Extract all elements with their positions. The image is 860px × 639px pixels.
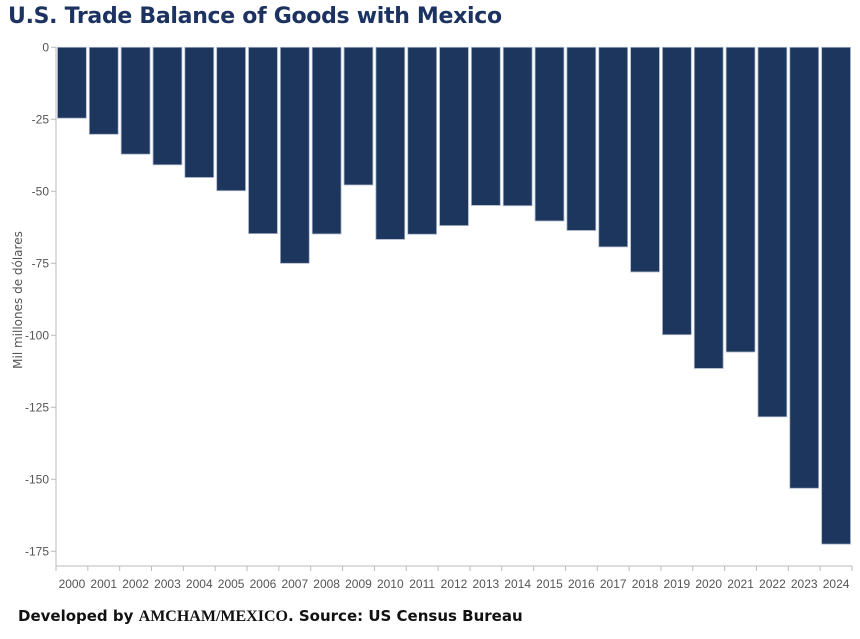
bar-2018 <box>630 46 660 273</box>
y-axis: 0 -25 -50 -75 -100 -125 -150 -175 <box>25 40 57 566</box>
x-axis: 2000 2001 2002 2003 2004 2005 2006 2007 2008 2009… <box>55 565 853 591</box>
x-tick-label: 2012 <box>441 577 468 591</box>
y-tick-label: -25 <box>32 112 50 126</box>
bar-2021 <box>725 46 756 353</box>
bar-2013 <box>471 46 501 206</box>
y-tick-label: -175 <box>25 544 49 558</box>
bar-2002 <box>120 46 151 155</box>
bar-2020 <box>693 46 724 369</box>
bars <box>57 46 851 545</box>
x-tick-label: 2009 <box>345 577 372 591</box>
x-tick-label: 2005 <box>218 577 245 591</box>
bar-2014 <box>502 46 533 207</box>
x-tick-label: 2018 <box>632 577 659 591</box>
x-tick-label: 2019 <box>664 577 691 591</box>
y-tick-label: -125 <box>25 400 49 414</box>
footer-brand: AMCHAM/MEXICO <box>138 608 288 625</box>
chart-title: U.S. Trade Balance of Goods with Mexico <box>8 4 502 29</box>
y-tick-label: -50 <box>32 184 50 198</box>
x-tick-label: 2023 <box>791 577 818 591</box>
x-tick-label: 2024 <box>823 577 850 591</box>
bar-2005 <box>216 46 246 192</box>
x-tick-label: 2008 <box>313 577 340 591</box>
bar-2009 <box>343 46 374 186</box>
x-tick-label: 2007 <box>281 577 308 591</box>
y-tick-label: -75 <box>32 256 50 270</box>
x-tick-label: 2011 <box>409 577 435 591</box>
x-tick-label: 2002 <box>122 577 149 591</box>
x-tick-label: 2016 <box>568 577 595 591</box>
bar-2019 <box>662 46 692 336</box>
x-tick-label: 2020 <box>695 577 722 591</box>
x-tick-label: 2021 <box>727 577 754 591</box>
x-tick-label: 2017 <box>600 577 627 591</box>
x-tick-label: 2010 <box>377 577 404 591</box>
x-tick-label: 2014 <box>504 577 531 591</box>
bar-2007 <box>279 46 310 264</box>
bar-2016 <box>566 46 597 231</box>
footer-source: . Source: US Census Bureau <box>287 607 523 625</box>
x-tick-label: 2006 <box>250 577 277 591</box>
bar-2022 <box>757 46 788 418</box>
bar-2024 <box>821 46 851 545</box>
bar-2003 <box>152 46 183 166</box>
bar-2015 <box>534 46 565 222</box>
x-tick-label: 2004 <box>186 577 213 591</box>
bar-2008 <box>311 46 342 235</box>
bar-2012 <box>439 46 469 226</box>
y-tick-label: 0 <box>42 40 49 54</box>
bar-2011 <box>407 46 437 235</box>
bar-2004 <box>184 46 215 178</box>
x-tick-label: 2022 <box>759 577 786 591</box>
bar-2017 <box>598 46 629 248</box>
y-axis-label: Mil millones de dólares <box>11 231 25 369</box>
x-tick-label: 2013 <box>472 577 499 591</box>
bar-2010 <box>375 46 406 240</box>
bar-2006 <box>248 46 278 235</box>
bar-2000 <box>57 46 87 119</box>
x-tick-label: 2015 <box>536 577 563 591</box>
y-tick-label: -150 <box>25 472 49 486</box>
x-tick-label: 2001 <box>90 577 117 591</box>
source-footer: Developed by AMCHAM/MEXICO. Source: US C… <box>18 607 523 626</box>
x-tick-label: 2003 <box>154 577 181 591</box>
footer-prefix: Developed by <box>18 607 139 625</box>
x-tick-label: 2000 <box>59 577 86 591</box>
y-tick-label: -100 <box>25 328 49 342</box>
bar-2023 <box>789 46 820 489</box>
bar-2001 <box>88 46 119 135</box>
